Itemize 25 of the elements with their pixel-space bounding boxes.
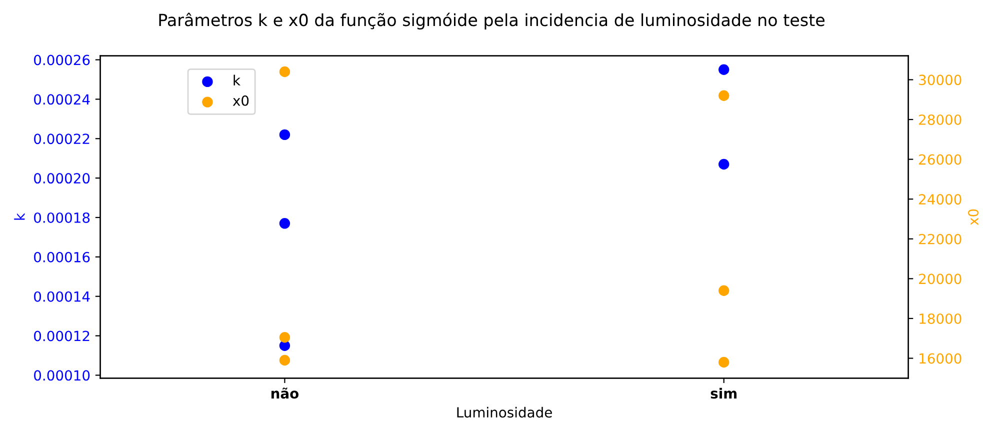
y2-tick-label: 30000	[919, 74, 962, 86]
y-tick-label: 0.00020	[34, 173, 90, 184]
y-tick-label: 0.00016	[34, 252, 90, 262]
legend-label: x0	[232, 95, 249, 106]
y2-tick-label: 16000	[920, 353, 962, 364]
y2-tick-label: 20000	[919, 274, 962, 284]
y-tick-label: 0.00018	[34, 212, 90, 223]
x-tick-label: não	[271, 388, 299, 399]
y2-tick-label: 24000	[919, 194, 962, 205]
y-tick-label: 0.00026	[34, 54, 90, 66]
x-tick-label: sim	[710, 388, 737, 399]
y-axis-title: k	[14, 213, 25, 220]
y-tick-label: 0.00024	[34, 94, 90, 105]
y-tick-label: 0.00010	[34, 370, 90, 381]
y2-tick-label: 28000	[919, 114, 962, 125]
y2-tick-label: 22000	[919, 234, 962, 244]
y2-axis-title: x0	[968, 209, 979, 226]
y-tick-label: 0.00022	[34, 134, 90, 144]
y-tick-label: 0.00012	[34, 330, 90, 342]
y2-tick-label: 18000	[920, 313, 962, 324]
chart-title: Parâmetros k e x0 da função sigmóide pela incidencia de luminosidade no teste	[159, 12, 824, 30]
y2-tick-label: 26000	[919, 154, 962, 165]
x-axis-title: Luminosidade	[457, 406, 552, 418]
legend-label: k	[234, 74, 240, 86]
y-tick-label: 0.00014	[34, 291, 90, 302]
